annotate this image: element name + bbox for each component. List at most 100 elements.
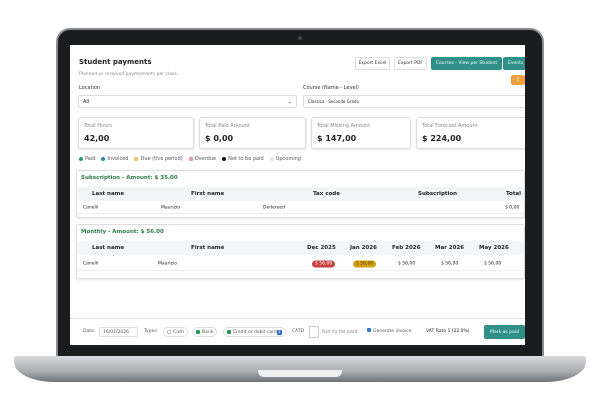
checkbox-checked-icon [227, 330, 231, 334]
legend-label: Invoiced [107, 156, 129, 162]
col-dec-2025: Dec 2025 [307, 245, 336, 251]
monthly-panel: Monthly - Amount: $ 56.00 Last name Firs… [76, 224, 525, 279]
mark-as-paid-button[interactable]: Mark as paid [484, 325, 525, 339]
col-last-name: Last name [92, 191, 125, 197]
camera-icon [298, 36, 302, 40]
location-label: Location [79, 85, 101, 91]
legend-label: Paid [85, 156, 96, 162]
catd-input[interactable] [309, 326, 319, 338]
types-label: Types: [144, 329, 159, 334]
payment-pill-overdue[interactable]: $ 56,00 [312, 260, 336, 267]
col-first-name: First name [191, 191, 225, 197]
col-may-2026: May 2026 [479, 245, 509, 251]
col-first-name: First name [191, 245, 225, 251]
location-value: All [83, 98, 90, 105]
course-value: Classica - Secondo Grado [308, 99, 359, 104]
bank-label: Bank [202, 329, 214, 335]
checkbox-checked-icon [367, 328, 371, 332]
subscription-header: Last name First name Tax code Subscripti… [78, 187, 524, 201]
card-total-hours: Total Hours 42,00 [78, 117, 194, 149]
card-value: 42,00 [84, 134, 110, 143]
not-to-be-paid-label[interactable]: Not to be paid [322, 329, 358, 335]
legend-paid: Paid [79, 156, 95, 162]
courses-view-button[interactable]: Courses - View per Student [431, 57, 502, 70]
upcoming-dot-icon [269, 156, 274, 161]
date-value: 16/01/2026 [103, 329, 129, 335]
cell-first-name: Maurizio [158, 261, 177, 266]
orange-action-button[interactable]: T [511, 75, 525, 85]
col-total: Total [506, 191, 522, 197]
course-select[interactable]: Classica - Secondo Grado [303, 95, 525, 108]
checkbox-checked-icon [196, 330, 200, 334]
col-last-name: Last name [92, 245, 125, 251]
status-legend: Paid Invoiced Due (this period) Overdue … [79, 156, 301, 162]
cell-feb-2026[interactable]: $ 56,00 [398, 261, 416, 266]
cell-total: $ 0,00 [505, 205, 520, 210]
generate-invoice-label: Generate invoice [373, 329, 412, 334]
not-paid-dot-icon [222, 156, 227, 161]
monthly-title: Monthly - Amount: $ 56.00 [81, 229, 164, 235]
legend-invoiced: Invoiced [101, 156, 128, 162]
legend-due: Due (this period) [134, 156, 183, 162]
generate-invoice-checkbox[interactable]: Generate invoice [367, 328, 411, 334]
page-title: Student payments [79, 58, 152, 66]
card-total-missing: Total Missing Amount $ 147,00 [311, 117, 411, 149]
cash-label: Cash [173, 329, 185, 335]
col-feb-2026: Feb 2026 [392, 245, 421, 251]
export-excel-button[interactable]: Export Excel [355, 57, 390, 70]
cell-mar-2026[interactable]: $ 56,00 [441, 261, 459, 266]
course-label: Course (Name - Level) [303, 85, 359, 91]
payment-footer: Date: 16/01/2026 Types: Cash Bank Credit… [70, 318, 525, 345]
card-label: Total Paid Amount [205, 123, 250, 129]
cell-may-2026[interactable]: $ 56,00 [484, 261, 502, 266]
app-screen: Student payments Planned vs received pay… [70, 45, 525, 345]
events-button[interactable]: Events [503, 57, 525, 70]
subscription-title: Subscription - Amount: $ 35.00 [81, 175, 178, 181]
laptop-base [14, 356, 586, 382]
payment-pill-due[interactable]: $ 56,00 [353, 260, 377, 267]
card-total-paid: Total Paid Amount $ 0,00 [199, 117, 306, 149]
card-label: Total Hours [84, 123, 112, 129]
card-total-forecast: Total Forecast Amount $ 224,00 [416, 117, 525, 149]
legend-label: Not to be paid [228, 156, 264, 162]
invoiced-dot-icon [101, 156, 106, 161]
monthly-header: Last name First name Dec 2025 Jan 2026 F… [78, 241, 524, 255]
card-value: $ 147,00 [317, 134, 357, 143]
vat-rate: VAT Rate 1 (22,0%) [426, 329, 470, 334]
card-badge: 1 [276, 329, 282, 335]
location-select[interactable]: All ⌄ [78, 95, 297, 108]
card-value: $ 224,00 [422, 134, 462, 143]
cell-tax-code: Dedereed [263, 205, 286, 210]
card-label: Credit or debit card [233, 329, 277, 335]
overdue-dot-icon [188, 156, 193, 161]
date-label: Date: [83, 329, 96, 334]
cell-last-name: Canelli [83, 261, 99, 266]
type-card-toggle[interactable]: Credit or debit card 1 [223, 327, 286, 337]
legend-label: Overdue [194, 156, 217, 162]
laptop-notch [258, 370, 342, 377]
legend-upcoming: Upcoming [269, 156, 301, 162]
card-label: Total Missing Amount [317, 123, 371, 129]
subscription-panel: Subscription - Amount: $ 35.00 Last name… [76, 170, 525, 218]
export-pdf-button[interactable]: Export PDF [394, 57, 427, 70]
due-dot-icon [134, 156, 139, 161]
checkbox-icon [167, 330, 171, 334]
col-subscription: Subscription [418, 191, 458, 197]
type-cash-toggle[interactable]: Cash [163, 327, 189, 337]
page-subtitle: Planned vs received paymements per class… [79, 72, 179, 77]
table-row[interactable]: Canelli Maurizio Dedereed $ 0,00 [78, 202, 524, 214]
table-row[interactable]: Canelli Maurizio $ 56,00 $ 56,00 $ 56,00… [78, 257, 524, 271]
date-input[interactable]: 16/01/2026 [99, 327, 138, 337]
card-label: Total Forecast Amount [422, 123, 478, 129]
legend-overdue: Overdue [188, 156, 217, 162]
type-bank-toggle[interactable]: Bank [192, 327, 218, 337]
col-tax-code: Tax code [313, 191, 340, 197]
legend-label: Due (this period) [140, 156, 183, 162]
legend-label: Upcoming [275, 156, 301, 162]
col-jan-2026: Jan 2026 [350, 245, 377, 251]
legend-not-to-be-paid: Not to be paid [222, 156, 264, 162]
paid-dot-icon [79, 156, 83, 161]
catd-label: CATD [292, 329, 305, 334]
card-value: $ 0,00 [205, 134, 234, 143]
col-mar-2026: Mar 2026 [435, 245, 465, 251]
